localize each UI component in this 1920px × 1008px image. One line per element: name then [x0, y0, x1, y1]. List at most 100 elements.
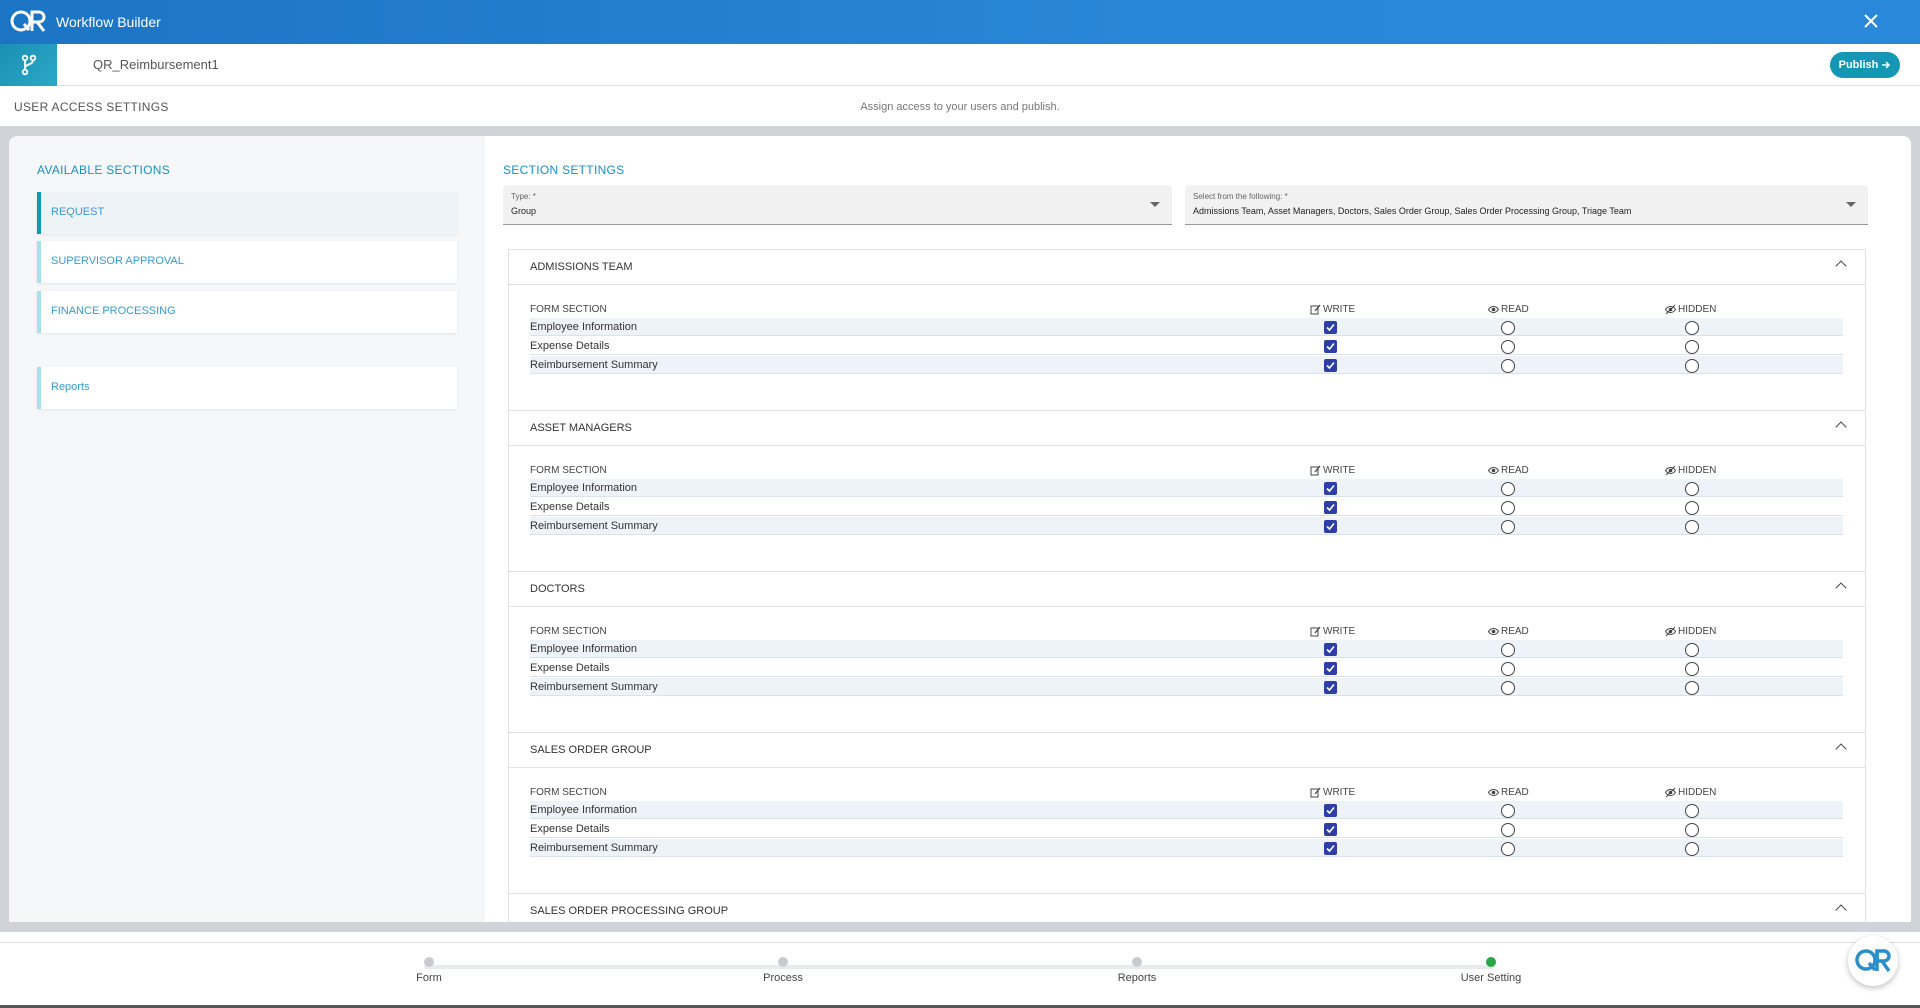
write-checkbox[interactable] — [1324, 482, 1337, 495]
group-header[interactable]: ADMISSIONS TEAM — [509, 250, 1865, 285]
eye-icon — [1488, 628, 1499, 635]
section-item-finance-processing[interactable]: FINANCE PROCESSING — [37, 291, 457, 333]
table-row: Employee Information — [530, 801, 1843, 820]
table-row: Employee Information — [530, 640, 1843, 659]
write-checkbox[interactable] — [1324, 501, 1337, 514]
read-radio[interactable] — [1501, 482, 1515, 496]
type-select-label: Type: * — [511, 192, 536, 201]
checkmark-icon — [1326, 323, 1335, 332]
edit-icon — [1310, 304, 1321, 315]
form-section-name: Expense Details — [530, 501, 610, 513]
close-button[interactable] — [1860, 11, 1882, 33]
read-radio[interactable] — [1501, 804, 1515, 818]
type-select[interactable]: Type: * Group — [503, 185, 1172, 225]
chevron-up-icon[interactable] — [1835, 904, 1847, 916]
group-header[interactable]: DOCTORS — [509, 572, 1865, 607]
form-section-name: Expense Details — [530, 662, 610, 674]
hidden-radio[interactable] — [1685, 520, 1699, 534]
hidden-column-label: HIDDEN — [1678, 626, 1717, 637]
hidden-radio[interactable] — [1685, 842, 1699, 856]
hidden-radio[interactable] — [1685, 643, 1699, 657]
hidden-radio[interactable] — [1685, 482, 1699, 496]
read-radio[interactable] — [1501, 321, 1515, 335]
write-checkbox[interactable] — [1324, 842, 1337, 855]
read-radio[interactable] — [1501, 823, 1515, 837]
read-radio[interactable] — [1501, 359, 1515, 373]
hidden-column-label: HIDDEN — [1678, 304, 1717, 315]
group-name: ADMISSIONS TEAM — [530, 261, 633, 273]
checkmark-icon — [1326, 844, 1335, 853]
read-radio[interactable] — [1501, 681, 1515, 695]
hidden-radio[interactable] — [1685, 359, 1699, 373]
eye-slash-icon — [1665, 304, 1676, 315]
write-checkbox[interactable] — [1324, 804, 1337, 817]
section-item-request[interactable]: REQUEST — [37, 192, 457, 234]
workflow-branch-button[interactable] — [0, 44, 57, 86]
group-header[interactable]: ASSET MANAGERS — [509, 411, 1865, 446]
table-row: Employee Information — [530, 318, 1843, 337]
chevron-up-icon[interactable] — [1835, 260, 1847, 272]
table-row: Expense Details — [530, 498, 1843, 517]
read-radio[interactable] — [1501, 643, 1515, 657]
hidden-radio[interactable] — [1685, 340, 1699, 354]
assistant-button[interactable] — [1848, 936, 1898, 986]
form-section-header: FORM SECTION — [530, 304, 607, 315]
read-radio[interactable] — [1501, 501, 1515, 515]
group-name: ASSET MANAGERS — [530, 422, 632, 434]
read-column-header: READ — [1488, 465, 1529, 476]
write-checkbox[interactable] — [1324, 681, 1337, 694]
settings-header: Assign access to your users and publish.… — [0, 86, 1920, 126]
section-item-reports[interactable]: Reports — [37, 367, 457, 409]
section-item-label: REQUEST — [51, 206, 105, 218]
write-checkbox[interactable] — [1324, 643, 1337, 656]
group-header[interactable]: SALES ORDER GROUP — [509, 733, 1865, 768]
read-column-header: READ — [1488, 787, 1529, 798]
hidden-radio[interactable] — [1685, 823, 1699, 837]
write-checkbox[interactable] — [1324, 520, 1337, 533]
write-checkbox[interactable] — [1324, 321, 1337, 334]
table-row: Expense Details — [530, 820, 1843, 839]
step-reports[interactable]: Reports — [1077, 957, 1197, 984]
hidden-radio[interactable] — [1685, 321, 1699, 335]
table-row: Reimbursement Summary — [530, 356, 1843, 375]
hidden-radio[interactable] — [1685, 501, 1699, 515]
section-item-supervisor-approval[interactable]: SUPERVISOR APPROVAL — [37, 241, 457, 283]
table-row: Expense Details — [530, 659, 1843, 678]
read-radio[interactable] — [1501, 842, 1515, 856]
read-radio[interactable] — [1501, 662, 1515, 676]
step-track — [424, 965, 1494, 969]
write-checkbox[interactable] — [1324, 823, 1337, 836]
hidden-radio[interactable] — [1685, 681, 1699, 695]
group-name: SALES ORDER GROUP — [530, 744, 652, 756]
group-header[interactable]: SALES ORDER PROCESSING GROUP — [509, 894, 1865, 922]
bottom-edge — [0, 1005, 1920, 1008]
chevron-up-icon[interactable] — [1835, 743, 1847, 755]
form-section-header: FORM SECTION — [530, 626, 607, 637]
step-user-setting[interactable]: User Setting — [1431, 957, 1551, 984]
read-radio[interactable] — [1501, 340, 1515, 354]
read-radio[interactable] — [1501, 520, 1515, 534]
write-column-header: WRITE — [1310, 304, 1355, 315]
checkmark-icon — [1326, 503, 1335, 512]
chevron-up-icon[interactable] — [1835, 582, 1847, 594]
access-group: DOCTORS FORM SECTION WRITE READ HIDDEN Employ… — [508, 571, 1866, 732]
groups-select[interactable]: Select from the following: * Admissions … — [1185, 185, 1868, 225]
section-item-label: SUPERVISOR APPROVAL — [51, 255, 184, 267]
publish-button[interactable]: Publish — [1830, 52, 1900, 78]
step-form[interactable]: Form — [369, 957, 489, 984]
row-divider — [530, 335, 1843, 336]
write-checkbox[interactable] — [1324, 340, 1337, 353]
chevron-up-icon[interactable] — [1835, 421, 1847, 433]
write-checkbox[interactable] — [1324, 359, 1337, 372]
row-divider — [530, 837, 1843, 838]
hidden-radio[interactable] — [1685, 662, 1699, 676]
step-process[interactable]: Process — [723, 957, 843, 984]
settings-subtitle: Assign access to your users and publish. — [860, 101, 1060, 113]
write-checkbox[interactable] — [1324, 662, 1337, 675]
hidden-radio[interactable] — [1685, 804, 1699, 818]
checkmark-icon — [1326, 825, 1335, 834]
row-divider — [530, 676, 1843, 677]
eye-icon — [1488, 789, 1499, 796]
eye-slash-icon — [1665, 626, 1676, 637]
arrow-right-icon — [1882, 61, 1891, 69]
